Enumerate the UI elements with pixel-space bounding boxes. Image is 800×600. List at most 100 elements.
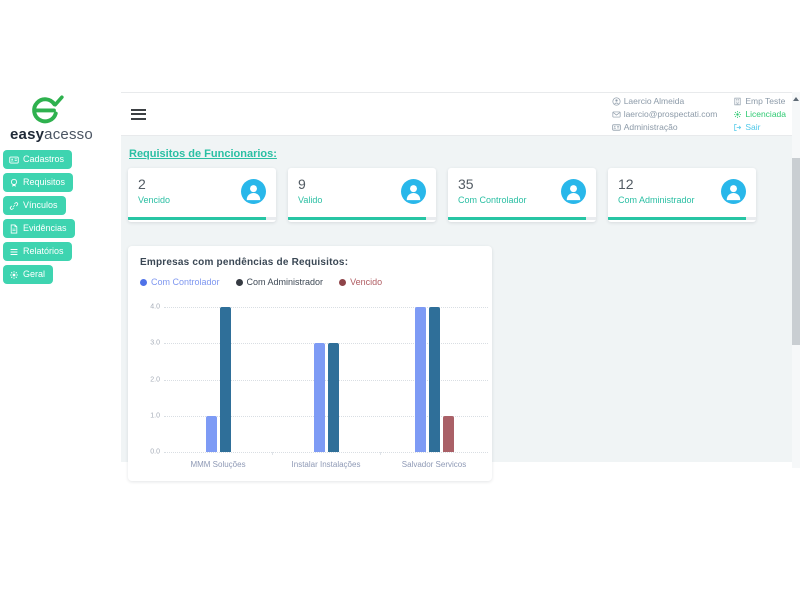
bar-group-salvadorservicos [374, 307, 494, 452]
logo-bold: easy [10, 126, 45, 143]
header-user-administracao: Administração [611, 121, 718, 133]
sidebar-item-label: Relatórios [23, 246, 64, 256]
stat-value: 12 [618, 176, 634, 192]
badge-icon [9, 178, 19, 188]
sidebar-item-cadastros[interactable]: Cadastros [3, 150, 73, 169]
bar-group-instalarinstalacoes [266, 307, 386, 452]
section-title-link[interactable]: Requisitos de Funcionarios: [129, 148, 277, 160]
logo-text: easyacesso [10, 126, 121, 143]
stat-progress-bar [608, 217, 746, 220]
sidebar-item-geral[interactable]: Geral [3, 265, 54, 284]
category-label: Instalar Instalações [291, 460, 361, 469]
stat-progress-bar [128, 217, 266, 220]
sidebar-item-label: Evidências [23, 223, 67, 233]
gridline [164, 452, 488, 453]
user-column: Laercio Almeida laercio@prospectati.com Ad… [611, 95, 718, 133]
stat-progress-bar [448, 217, 586, 220]
topbar: Laercio Almeida laercio@prospectati.com Ad… [121, 92, 792, 136]
header-org-text: Emp Teste [745, 96, 786, 106]
sidebar-item-evidencias[interactable]: Evidências [3, 219, 75, 238]
bar-mmmsolucoes-comcontrolador [205, 415, 217, 452]
header-org-sair[interactable]: Sair [733, 121, 786, 133]
sidebar: easyacesso Cadastros Requisitos Vínculos Ev… [0, 92, 121, 468]
scroll-up-arrow-icon[interactable] [793, 97, 799, 101]
chart-legend: Com Controlador Com Administrador Vencido [140, 277, 480, 287]
id-card-icon [611, 123, 621, 132]
bar-salvadorservicos-comcontrolador [414, 307, 426, 452]
legend-item-comadministrador[interactable]: Com Administrador [235, 277, 323, 287]
header-org-text: Sair [745, 122, 761, 132]
legend-item-vencido[interactable]: Vencido [339, 277, 382, 287]
chart-card: Empresas com pendências de Requisitos: C… [128, 246, 492, 481]
avatar-user-icon [561, 179, 586, 204]
sidebar-item-label: Requisitos [23, 177, 66, 187]
header-user-laercioprospectaticom: laercio@prospectati.com [612, 108, 718, 120]
header-user-text: Administração [623, 122, 678, 132]
stat-label: Valido [298, 195, 323, 205]
stat-card-comcontrolador: 35 Com Controlador [448, 168, 596, 222]
legend-label: Com Controlador [151, 277, 220, 287]
gridline [164, 415, 488, 417]
x-axis-tick [272, 452, 277, 455]
header-user-text: Laercio Almeida [623, 96, 685, 106]
stat-progress-track [608, 217, 756, 220]
sidebar-nav: Cadastros Requisitos Vínculos Evidências Rel… [0, 150, 121, 284]
header-user-text: laercio@prospectati.com [623, 109, 718, 119]
stat-value: 9 [298, 176, 306, 192]
sidebar-item-vinculos[interactable]: Vínculos [3, 196, 66, 215]
legend-dot [339, 278, 347, 286]
category-label: Salvador Servicos [401, 460, 467, 469]
link-icon [9, 201, 19, 211]
document-icon [9, 224, 19, 234]
logout-icon [733, 123, 742, 132]
y-axis-tick: 2.0 [150, 376, 160, 383]
easy-acesso-logo-icon [32, 95, 64, 124]
stat-progress-bar [288, 217, 426, 220]
header-org-text: Licenciada [745, 109, 786, 119]
org-column: Emp Teste Licenciada Sair [733, 95, 786, 133]
chart-plot: 0.0 1.0 2.0 3.0 4.0 MMM Soluções Instalar Inst… [150, 304, 488, 469]
avatar-user-icon [721, 179, 746, 204]
stat-value: 2 [138, 176, 146, 192]
stat-progress-track [448, 217, 596, 220]
sidebar-item-label: Cadastros [23, 154, 65, 164]
stat-cards-row: 2 Vencido 9 Valido 35 Com Controlador 12 Com Ad… [128, 168, 792, 222]
legend-dot [235, 278, 243, 286]
y-axis-tick: 0.0 [150, 448, 160, 456]
stat-label: Com Controlador [458, 195, 527, 205]
stat-card-vencido: 2 Vencido [128, 168, 276, 222]
y-axis-tick: 3.0 [150, 339, 160, 347]
legend-item-comcontrolador[interactable]: Com Controlador [140, 277, 220, 287]
gridline [164, 379, 488, 381]
mail-icon [612, 110, 621, 119]
gear-icon [733, 110, 742, 119]
scrollbar-thumb[interactable] [792, 158, 800, 345]
category-label: MMM Soluções [190, 460, 246, 469]
logo: easyacesso [0, 92, 121, 143]
y-axis-tick: 1.0 [150, 412, 160, 420]
bar-group-mmmsolucoes [158, 307, 278, 452]
user-icon [612, 97, 621, 106]
bar-mmmsolucoes-comadministrador [219, 307, 231, 452]
bar-salvadorservicos-comadministrador [428, 307, 440, 452]
scrollbar-track[interactable] [792, 92, 800, 468]
chart-plot-wrap: 0.0 1.0 2.0 3.0 4.0 MMM Soluções Instalar Inst… [140, 299, 488, 471]
header-org-empteste: Emp Teste [733, 95, 786, 107]
header-org-licenciada[interactable]: Licenciada [733, 108, 786, 120]
bar-instalarinstalacoes-comcontrolador [313, 343, 325, 452]
menu-icon[interactable] [129, 104, 148, 124]
y-axis-tick: 4.0 [150, 303, 160, 311]
list-icon [9, 247, 19, 257]
user-info: Laercio Almeida laercio@prospectati.com Ad… [611, 95, 786, 133]
stat-card-comadministrador: 12 Com Administrador [608, 168, 756, 222]
sidebar-item-relatorios[interactable]: Relatórios [3, 242, 72, 261]
gridline [164, 343, 488, 345]
sidebar-item-requisitos[interactable]: Requisitos [3, 173, 74, 192]
sidebar-item-label: Geral [23, 269, 46, 279]
stat-value: 35 [458, 176, 474, 192]
stat-progress-track [128, 217, 276, 220]
gear-icon [9, 270, 19, 280]
bar-salvadorservicos-vencido [442, 415, 454, 452]
stat-card-valido: 9 Valido [288, 168, 436, 222]
